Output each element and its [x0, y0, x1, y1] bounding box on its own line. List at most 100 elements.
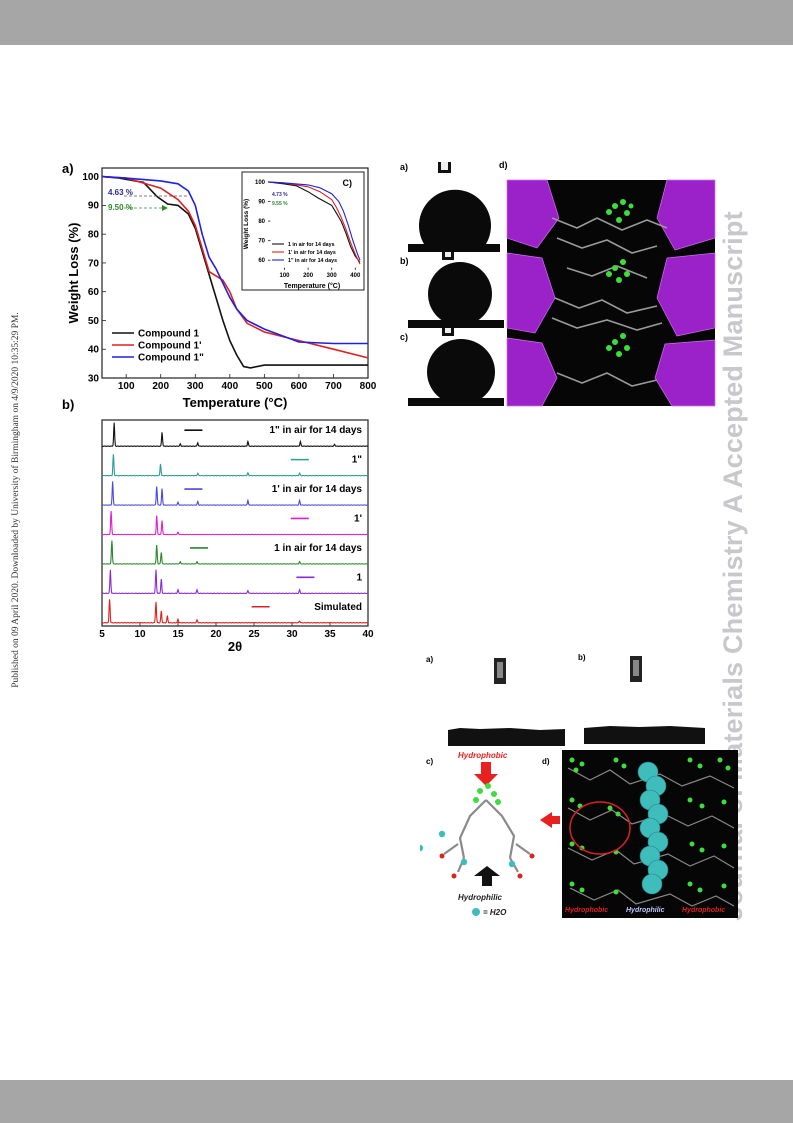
x-tick-label: 500	[256, 381, 273, 392]
hydrophilic-label: Hydrophilic	[458, 893, 503, 902]
publication-note: Published on 09 April 2020. Downloaded b…	[11, 312, 21, 688]
inset-label: C)	[343, 178, 353, 188]
pxrd-pattern-5	[101, 569, 368, 595]
water-droplet-b	[428, 262, 492, 326]
y-tick-label: 70	[258, 239, 265, 245]
tga-y-axis-label: Weight Loss (%)	[66, 223, 81, 324]
series-line-1	[267, 181, 361, 265]
pxrd-x-tick-label: 35	[324, 629, 336, 640]
bottom-label-d: d)	[542, 757, 550, 766]
series-line-2	[101, 175, 368, 345]
tga-x-axis-label: Temperature (°C)	[183, 395, 288, 410]
water-droplet-a	[408, 189, 500, 252]
pxrd-axes: 5 10 15 20 25 30 35 40	[99, 622, 374, 640]
tga-series-lines	[101, 175, 369, 369]
legend-label-2: Compound 1"	[138, 352, 204, 363]
contact-label-b: b)	[400, 256, 409, 266]
x-tick-label: 100	[280, 273, 291, 279]
y-tick-label: 90	[88, 201, 100, 212]
y-tick-label: 80	[258, 219, 265, 225]
fluorine-atoms	[606, 199, 634, 357]
inset-legend: 1 in air for 14 days 1' in air for 14 day…	[272, 242, 337, 264]
black-arrow-up	[474, 866, 500, 876]
pxrd-chart: b) 5 10 15 20 25 30 35 40 1" in air for 14 days…	[62, 398, 374, 654]
red-arrow-down	[474, 774, 498, 786]
x-tick-label: 300	[327, 273, 338, 279]
header-bar	[0, 0, 793, 45]
y-tick-label: 60	[88, 287, 100, 298]
inset-annotation-2: 9.55 %	[272, 201, 288, 207]
inset-axes: 100 200 300 400 60 70 80 90 100	[255, 180, 361, 279]
legend-label-0: Compound 1	[138, 328, 200, 339]
x-tick-label: 200	[152, 381, 169, 392]
water-legend-icon	[472, 908, 480, 916]
pxrd-legend-label-6: Simulated	[314, 602, 362, 613]
x-tick-label: 300	[187, 381, 204, 392]
film-b	[584, 726, 705, 744]
bottom-label-a: a)	[426, 655, 433, 664]
pxrd-legend-label-1: 1"	[352, 455, 363, 466]
y-tick-label: 100	[82, 172, 99, 183]
y-tick-label: 100	[255, 180, 266, 186]
pxrd-x-tick-label: 25	[248, 629, 260, 640]
pxrd-legend-label-3: 1'	[354, 513, 362, 524]
y-tick-label: 80	[88, 229, 100, 240]
pxrd-legend-label-5: 1	[356, 572, 362, 583]
pxrd-legend-label-4: 1 in air for 14 days	[274, 543, 362, 554]
pxrd-x-tick-label: 20	[210, 629, 222, 640]
legend-label-1: 1' in air for 14 days	[288, 250, 336, 256]
series-line-2	[267, 181, 361, 261]
cf3-groups	[473, 783, 501, 805]
x-tick-label: 400	[350, 273, 361, 279]
bottom-hydrophilic: Hydrophilic	[626, 907, 665, 914]
x-tick-label: 800	[360, 381, 377, 392]
tga-inset: 100 200 300 400 60 70 80 90 100 1 in air for 14 …	[241, 171, 365, 291]
pxrd-pattern-6	[101, 599, 369, 624]
linker-molecule	[443, 799, 531, 873]
y-tick-label: 40	[88, 345, 100, 356]
organic-linkers	[551, 217, 668, 387]
contact-label-c: c)	[400, 332, 408, 342]
footer-bar	[0, 1080, 793, 1123]
water-channel	[637, 761, 669, 895]
hydrophobic-label-top: Hydrophobic	[458, 751, 508, 760]
y-tick-label: 60	[258, 258, 265, 264]
x-tick-label: 200	[303, 273, 314, 279]
contact-angle-column: a) b) c)	[398, 162, 506, 412]
bottom-hydrophobic-right: Hydrophobic	[682, 907, 725, 914]
pxrd-pattern-2	[102, 481, 368, 506]
red-arrow-left	[540, 812, 560, 828]
water-molecules	[420, 830, 516, 868]
film-a	[448, 728, 565, 746]
series-line-0	[101, 175, 368, 369]
pxrd-legend-label-2: 1' in air for 14 days	[272, 484, 363, 495]
pxrd-pattern-0	[101, 422, 369, 447]
pxrd-x-tick-label: 5	[99, 629, 105, 640]
pxrd-plot-frame	[101, 419, 369, 627]
bottom-hydrophobic-left: Hydrophobic	[565, 907, 608, 914]
pxrd-x-tick-label: 10	[134, 629, 146, 640]
legend-label-1: Compound 1'	[138, 340, 201, 351]
structure-label-d: d)	[499, 160, 508, 170]
inset-series-lines	[267, 181, 361, 265]
y-tick-label: 90	[258, 199, 265, 205]
tga-axes: 100 200 300 400 500 600 700 8003040506070809010…	[82, 172, 376, 392]
tga-chart: a) 100 200 300 400 500 600 700 800 30 40 50 60 70 80 9…	[62, 161, 377, 410]
bottom-label-b: b)	[578, 653, 586, 662]
x-tick-label: 600	[291, 381, 308, 392]
pxrd-pattern-4	[101, 540, 369, 565]
hydrophobicity-figure: a) b) c) Hydrophobic Hydrophilic = H2O d…	[420, 653, 738, 918]
tga-panel-label: a)	[62, 161, 74, 176]
bottom-label-c: c)	[426, 757, 433, 766]
inset-y-axis-label: Weight Loss (%)	[243, 199, 250, 249]
x-tick-label: 700	[325, 381, 342, 392]
legend-label-0: 1 in air for 14 days	[288, 242, 335, 248]
y-tick-label: 50	[88, 316, 100, 327]
metal-polyhedra	[506, 179, 716, 407]
pxrd-x-tick-label: 40	[362, 629, 374, 640]
pxrd-legend-label-0: 1" in air for 14 days	[269, 425, 362, 436]
contact-label-a: a)	[400, 162, 408, 172]
pxrd-x-tick-label: 15	[172, 629, 184, 640]
pxrd-pattern-1	[102, 454, 369, 477]
series-line-0	[267, 181, 361, 263]
